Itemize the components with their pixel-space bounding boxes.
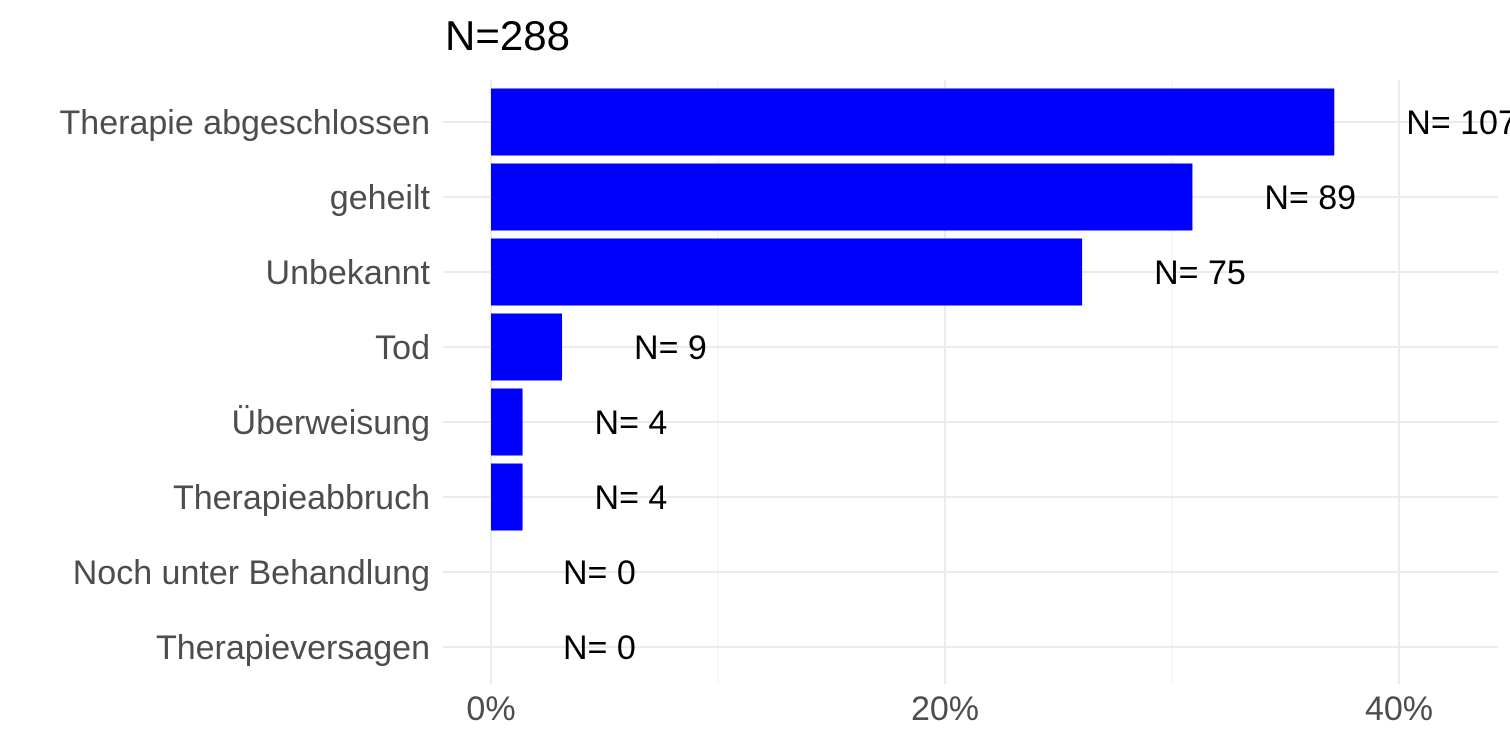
category-label: Therapieabbruch: [173, 479, 430, 517]
data-label: N= 4: [595, 404, 668, 442]
data-label: N= 0: [563, 629, 636, 667]
x-axis-tick-labels: 0% 20% 40%: [466, 690, 1433, 728]
category-label: Therapieversagen: [156, 629, 430, 667]
data-label: N= 75: [1154, 254, 1246, 292]
bar: [491, 163, 1193, 231]
bar: [491, 238, 1083, 306]
bar: [491, 313, 563, 381]
category-labels: Therapie abgeschlossen geheilt Unbekannt To…: [60, 104, 431, 667]
category-label: geheilt: [330, 179, 431, 217]
data-label: N= 89: [1264, 179, 1356, 217]
category-label: Unbekannt: [266, 254, 431, 292]
data-labels: N= 107 N= 89 N= 75 N= 9 N= 4 N= 4 N= 0 N= 0: [563, 104, 1510, 667]
category-label: Tod: [375, 329, 430, 367]
chart-title: N=288: [445, 12, 570, 59]
bar: [491, 388, 523, 456]
category-label: Noch unter Behandlung: [73, 554, 430, 592]
bar: [491, 463, 523, 531]
data-label: N= 4: [595, 479, 668, 517]
data-label: N= 107: [1406, 104, 1510, 142]
category-label: Therapie abgeschlossen: [60, 104, 430, 142]
category-label: Überweisung: [232, 404, 430, 442]
bar: [491, 88, 1335, 156]
x-tick-label: 40%: [1365, 690, 1433, 728]
bars: [491, 88, 1335, 531]
data-label: N= 0: [563, 554, 636, 592]
data-label: N= 9: [634, 329, 707, 367]
x-tick-label: 0%: [466, 690, 515, 728]
x-tick-label: 20%: [911, 690, 979, 728]
